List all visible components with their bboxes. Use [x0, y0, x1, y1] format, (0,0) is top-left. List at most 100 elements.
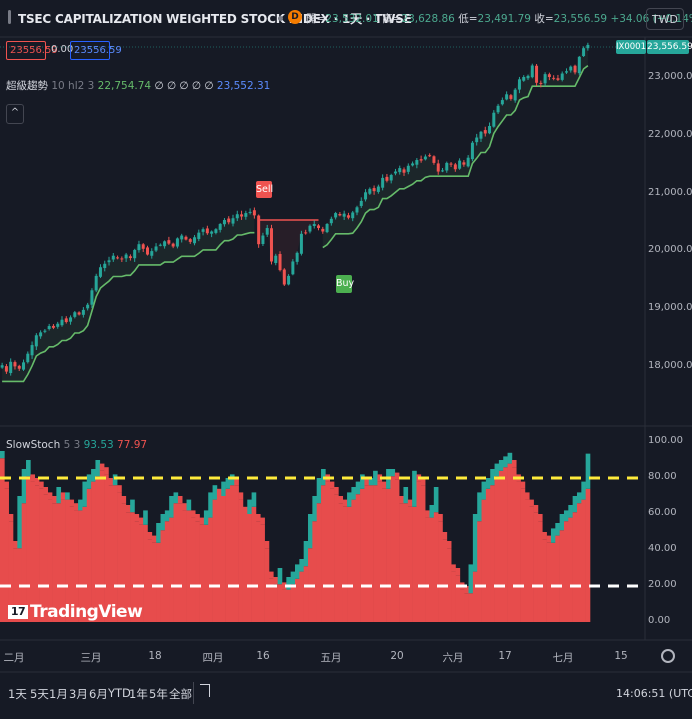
stoch-bar-top	[295, 564, 300, 579]
stoch-bar-top	[407, 499, 413, 507]
stoch-bar	[225, 488, 231, 622]
candle-body	[227, 218, 231, 223]
stoch-bar-top	[403, 487, 409, 504]
candle-body	[98, 267, 102, 277]
candle-body	[291, 261, 295, 275]
buy-price-box[interactable]: 23556.59	[70, 41, 122, 60]
stoch-bar	[130, 512, 135, 622]
change-value: +34.06 (+0.14%)	[610, 13, 692, 25]
drag-handle-icon[interactable]	[8, 10, 11, 24]
timeframe-5d[interactable]: 5天	[30, 687, 49, 701]
stoch-bar	[255, 521, 261, 622]
stoch-bar	[477, 521, 482, 622]
stoch-bar-top	[47, 492, 53, 500]
stoch-bar-top	[13, 541, 18, 549]
stoch-bar	[39, 488, 44, 622]
stoch-bar	[251, 506, 257, 622]
stoch-bar	[238, 499, 244, 622]
candle-body	[436, 163, 440, 172]
timeframe-1m[interactable]: 1月	[49, 687, 68, 701]
stoch-bar	[112, 485, 118, 622]
candle-body	[325, 224, 329, 233]
candle-body	[308, 225, 312, 232]
timeframe-6m[interactable]: 6月	[89, 687, 108, 701]
stoch-bar-top	[238, 492, 244, 500]
clock-readout[interactable]: 14:06:51 (UTC+8)	[616, 687, 692, 700]
stoch-bar	[78, 510, 83, 622]
stoch-bar-top	[446, 541, 452, 549]
stoch-bar-top	[99, 463, 105, 471]
collapse-legend-button[interactable]: ^	[6, 104, 24, 124]
tradingview-watermark: 17 TradingView	[8, 602, 143, 622]
candle-body	[355, 207, 359, 213]
stoch-bar	[416, 481, 422, 622]
candle-body	[428, 155, 432, 157]
stoch-bar	[286, 589, 291, 622]
candle-body	[248, 211, 252, 213]
candle-body	[146, 247, 149, 255]
stoch-legend[interactable]: SlowStoch 5 3 93.53 77.97	[6, 439, 147, 451]
stoch-bar-top	[212, 485, 218, 500]
stoch-bar	[221, 496, 226, 622]
candle-body	[479, 131, 483, 139]
stoch-bar	[581, 499, 586, 622]
candle-body	[522, 77, 526, 81]
stoch-bar	[386, 488, 391, 622]
stoch-bar-top	[130, 499, 135, 513]
timeframe-3m[interactable]: 3月	[69, 687, 88, 701]
spread-value: 0.00	[51, 44, 74, 55]
stoch-bar-top	[264, 541, 270, 549]
timeframe-1d[interactable]: 1天	[8, 687, 27, 701]
stoch-bar	[503, 467, 508, 622]
stoch-bar-top	[138, 517, 144, 525]
stoch-bar	[459, 589, 465, 622]
symbol-title[interactable]: TSEC CAPITALIZATION WEIGHTED STOCK INDEX…	[18, 12, 412, 26]
timeframe-1y[interactable]: 1年	[129, 687, 148, 701]
timeframe-all[interactable]: 全部	[169, 687, 192, 701]
stoch-bar	[13, 548, 18, 622]
stoch-bar-top	[464, 586, 469, 594]
supertrend-legend[interactable]: 超級趨勢 10 hl2 3 22,754.74 ∅ ∅ ∅ ∅ ∅ 23,552…	[6, 78, 270, 93]
time-axis-label: 六月	[442, 652, 464, 664]
stoch-bar-top	[503, 456, 508, 468]
stoch-bar-top	[277, 568, 283, 585]
candle-body	[449, 163, 453, 165]
high-value: 23,628.86	[401, 13, 455, 25]
stoch-bar	[95, 476, 101, 622]
stoch-bar	[494, 476, 500, 622]
timeframe-ytd[interactable]: YTD	[108, 686, 131, 700]
candle-body	[133, 249, 137, 259]
stoch-bar	[177, 503, 183, 622]
stoch-bar	[451, 571, 456, 622]
supertrend-fill-1	[258, 220, 319, 285]
data-badge[interactable]: D	[288, 10, 302, 24]
candle-body	[77, 312, 81, 315]
stoch-bar-top	[308, 514, 313, 549]
candle-body	[513, 89, 517, 101]
stoch-bar	[216, 496, 222, 622]
stoch-bar-top	[216, 488, 222, 496]
stoch-bar-top	[104, 467, 109, 475]
stoch-bar-top	[125, 505, 131, 513]
candle-body	[218, 224, 222, 230]
axis-settings-gear-icon[interactable]	[661, 649, 675, 663]
candle-body	[56, 323, 60, 327]
supertrend-value-2: 23,552.31	[216, 80, 271, 92]
sell-price-box[interactable]: 23556.59	[6, 41, 58, 60]
stoch-bar	[433, 512, 439, 622]
ohlc-readout: 開=23,532.01 高=23,628.86 低=23,491.79 收=23…	[306, 11, 692, 26]
stoch-bar	[498, 470, 504, 622]
low-label: 低=	[458, 13, 478, 25]
stoch-bar	[134, 521, 140, 622]
timeframe-5y[interactable]: 5年	[149, 687, 168, 701]
date-range-icon[interactable]	[200, 684, 210, 697]
stoch-bar-top	[472, 514, 478, 572]
stoch-bar	[190, 517, 196, 622]
currency-button[interactable]: TWD	[646, 8, 684, 30]
stoch-bar-top	[381, 481, 387, 489]
candle-body	[398, 168, 402, 173]
candle-body	[252, 210, 256, 216]
candle-body	[351, 212, 355, 219]
candle-body	[150, 251, 154, 256]
